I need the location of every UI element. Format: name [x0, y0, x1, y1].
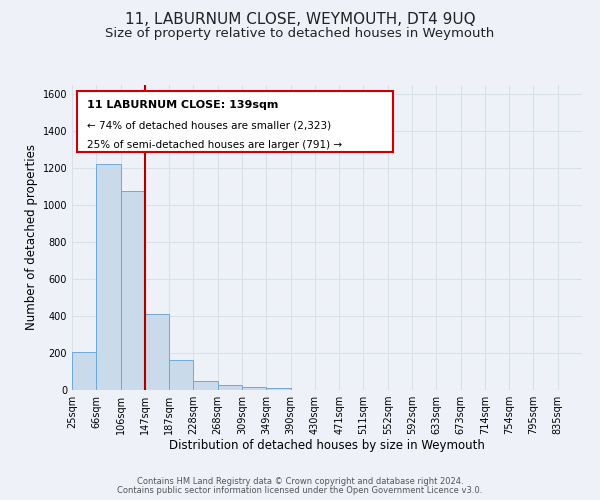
Bar: [193, 381, 218, 390]
Bar: [169, 360, 193, 390]
Bar: [242, 387, 266, 390]
Bar: [72, 352, 96, 390]
Text: 11 LABURNUM CLOSE: 139sqm: 11 LABURNUM CLOSE: 139sqm: [88, 100, 278, 110]
Text: Size of property relative to detached houses in Weymouth: Size of property relative to detached ho…: [106, 28, 494, 40]
Bar: [218, 386, 242, 390]
Text: 11, LABURNUM CLOSE, WEYMOUTH, DT4 9UQ: 11, LABURNUM CLOSE, WEYMOUTH, DT4 9UQ: [125, 12, 475, 28]
Text: 25% of semi-detached houses are larger (791) →: 25% of semi-detached houses are larger (…: [88, 140, 343, 150]
Y-axis label: Number of detached properties: Number of detached properties: [25, 144, 38, 330]
X-axis label: Distribution of detached houses by size in Weymouth: Distribution of detached houses by size …: [169, 438, 485, 452]
FancyBboxPatch shape: [77, 91, 394, 152]
Bar: [121, 192, 145, 390]
Text: Contains public sector information licensed under the Open Government Licence v3: Contains public sector information licen…: [118, 486, 482, 495]
Text: Contains HM Land Registry data © Crown copyright and database right 2024.: Contains HM Land Registry data © Crown c…: [137, 477, 463, 486]
Bar: [96, 164, 121, 390]
Bar: [145, 314, 169, 390]
Bar: [266, 388, 290, 390]
Text: ← 74% of detached houses are smaller (2,323): ← 74% of detached houses are smaller (2,…: [88, 120, 331, 130]
